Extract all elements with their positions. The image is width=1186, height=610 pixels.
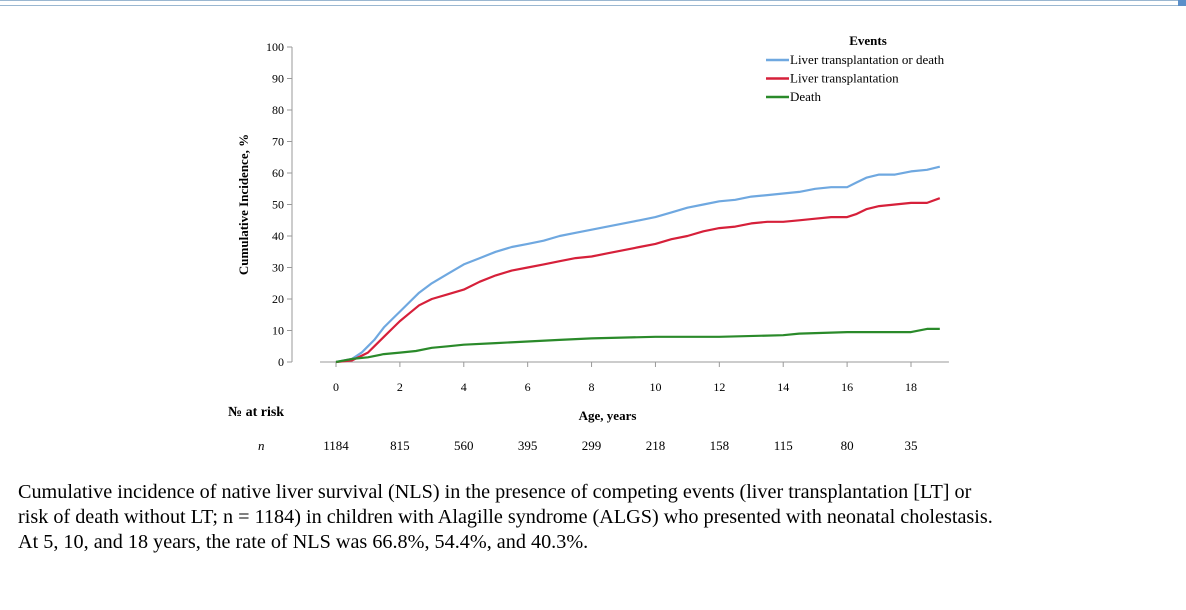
at-risk-value: 560 (454, 438, 474, 453)
at-risk-value: 115 (774, 438, 793, 453)
x-tick-label: 6 (525, 380, 531, 394)
x-tick-label: 18 (905, 380, 917, 394)
y-tick-label: 70 (272, 135, 284, 149)
top-corner-accent (1178, 0, 1186, 6)
top-border-rule (0, 0, 1186, 6)
y-tick-label: 90 (272, 72, 284, 86)
y-tick-label: 80 (272, 103, 284, 117)
at-risk-value: 218 (646, 438, 666, 453)
y-tick-label: 20 (272, 292, 284, 306)
x-tick-label: 8 (589, 380, 595, 394)
at-risk-title: № at risk (228, 405, 284, 420)
x-axis-title: Age, years (579, 408, 637, 423)
y-tick-label: 30 (272, 261, 284, 275)
x-tick-label: 14 (777, 380, 789, 394)
series-lines (335, 165, 941, 364)
at-risk-table: № at risk n 1184 815 560 395 299 218 158 115 80 35 (228, 405, 918, 453)
y-tick-label: 60 (272, 166, 284, 180)
x-tick-label: 2 (397, 380, 403, 394)
legend: Events Liver transplantation or death Live… (766, 33, 945, 104)
x-tick-label: 16 (841, 380, 853, 394)
legend-label: Death (790, 89, 822, 104)
x-tick-label: 4 (461, 380, 467, 394)
at-risk-value: 35 (905, 438, 918, 453)
y-tick-label: 100 (266, 40, 284, 54)
y-axis-title: Cumulative Incidence, % (236, 134, 251, 275)
series-line-death (335, 327, 940, 364)
series-line-liver-transplantation-or-death (335, 165, 941, 364)
legend-label: Liver transplantation (790, 71, 899, 86)
at-risk-value: 1184 (323, 438, 349, 453)
caption-line-2: risk of death without LT; n = 1184) in c… (18, 506, 993, 528)
at-risk-value: 80 (841, 438, 854, 453)
at-risk-row-label: n (258, 438, 265, 453)
y-tick-label: 50 (272, 198, 284, 212)
x-tick-label: 10 (649, 380, 661, 394)
legend-title: Events (849, 33, 887, 48)
at-risk-value: 158 (710, 438, 730, 453)
at-risk-value: 299 (582, 438, 602, 453)
at-risk-value: 815 (390, 438, 410, 453)
at-risk-value: 395 (518, 438, 538, 453)
x-tick-label: 12 (713, 380, 725, 394)
caption-line-3: At 5, 10, and 18 years, the rate of NLS … (18, 531, 589, 553)
y-tick-label: 10 (272, 324, 284, 338)
y-tick-label: 40 (272, 229, 284, 243)
figure-caption: Cumulative incidence of native liver sur… (18, 480, 1178, 555)
caption-line-1: Cumulative incidence of native liver sur… (18, 481, 972, 503)
x-tick-label: 0 (333, 380, 339, 394)
legend-label: Liver transplantation or death (790, 52, 945, 67)
series-line-liver-transplantation (335, 197, 941, 364)
y-tick-label: 0 (278, 355, 284, 369)
